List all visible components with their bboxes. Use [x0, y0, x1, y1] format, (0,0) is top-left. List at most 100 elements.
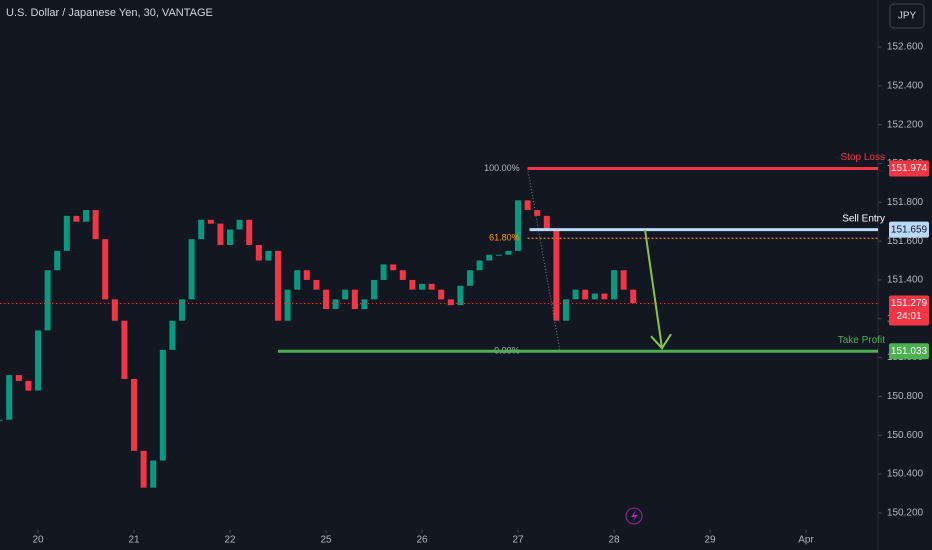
trade-arrow [644, 229, 672, 350]
currency-button[interactable] [889, 3, 925, 29]
candle [313, 279, 320, 290]
price-tag-label: 151.659 [891, 224, 928, 235]
candle [457, 285, 464, 306]
chart-title: U.S. Dollar / Japanese Yen, 30, VANTAGE [6, 7, 213, 19]
y-tick-label: 151.400 [887, 275, 924, 286]
candle [553, 229, 560, 321]
candle [438, 289, 445, 300]
candle [515, 200, 522, 251]
event-icon-bolt [631, 510, 638, 522]
price-tag [889, 343, 929, 360]
candle [217, 223, 224, 246]
candle [179, 299, 186, 321]
candle [111, 299, 118, 321]
price-tag [889, 160, 929, 177]
x-tick-label: 27 [512, 535, 524, 546]
y-tick-label: 150.200 [887, 508, 924, 519]
candle [284, 289, 291, 321]
price-tag [889, 221, 929, 238]
event-icon[interactable] [625, 507, 643, 525]
candle [467, 270, 474, 286]
candle [169, 320, 176, 350]
level-label: Stop Loss [841, 152, 885, 163]
candle [265, 250, 272, 261]
candle [303, 270, 310, 280]
candle [591, 293, 598, 300]
price-tag-label: 151.974 [891, 163, 928, 174]
level-label: Sell Entry [842, 213, 885, 224]
candle [294, 270, 301, 290]
candle [323, 289, 330, 310]
x-tick-label: 21 [128, 535, 140, 546]
candle [0, 419, 3, 421]
candle [611, 270, 618, 300]
candle [419, 283, 426, 290]
candle [35, 330, 42, 391]
y-tick-label: 150.400 [887, 469, 924, 480]
x-tick-label: 29 [704, 535, 716, 546]
x-tick-label: 20 [32, 535, 44, 546]
candle [255, 245, 262, 261]
countdown: 24:01 [896, 311, 921, 322]
y-tick-label: 150.800 [887, 391, 924, 402]
y-tick-label: 152.400 [887, 80, 924, 91]
candle [188, 239, 195, 300]
candle [246, 219, 253, 246]
candle [54, 250, 61, 271]
fib-label: 100.00% [484, 163, 520, 173]
candle [275, 250, 282, 321]
candle [131, 378, 138, 451]
y-tick-label: 151.800 [887, 197, 924, 208]
candle [102, 239, 109, 300]
candle [476, 260, 483, 271]
candle [572, 289, 579, 300]
y-tick-label: 152.200 [887, 119, 924, 130]
candle [582, 289, 589, 300]
last-price-label: 151.279 [891, 298, 928, 309]
candle [159, 349, 166, 461]
price-tag-label: 151.033 [891, 346, 928, 357]
x-tick-label: 28 [608, 535, 620, 546]
candle [351, 289, 358, 310]
candle [495, 254, 502, 256]
candle [83, 210, 90, 222]
candle [371, 279, 378, 300]
currency-label[interactable]: JPY [898, 11, 917, 22]
candle [505, 250, 512, 255]
candle [409, 279, 416, 290]
candle [390, 264, 397, 271]
x-tick-label: 22 [224, 535, 236, 546]
candle [428, 283, 435, 290]
candle [399, 270, 406, 280]
candle [15, 375, 22, 381]
fib-trend [527, 168, 561, 352]
candle [342, 289, 349, 300]
candle [44, 270, 51, 331]
fib-label: 61.80% [489, 233, 520, 243]
candle [380, 264, 387, 280]
candle [620, 270, 627, 290]
candle [486, 254, 493, 261]
candle [25, 380, 32, 391]
candle [6, 375, 13, 420]
x-tick-label: 25 [320, 535, 332, 546]
candle [198, 219, 205, 240]
candle [524, 200, 531, 211]
candle [227, 229, 234, 246]
candle [92, 210, 99, 240]
candle [563, 299, 570, 321]
candle [63, 215, 70, 251]
candle [534, 210, 541, 216]
candle [73, 215, 80, 222]
x-tick-label: 26 [416, 535, 428, 546]
level-label: Take Profit [838, 335, 885, 346]
candle [601, 293, 608, 300]
candle [236, 219, 243, 230]
y-tick-label: 151.600 [887, 236, 924, 247]
candle [207, 219, 214, 224]
x-tick-label: Apr [798, 535, 814, 546]
candle [121, 320, 128, 379]
candle [150, 460, 157, 488]
